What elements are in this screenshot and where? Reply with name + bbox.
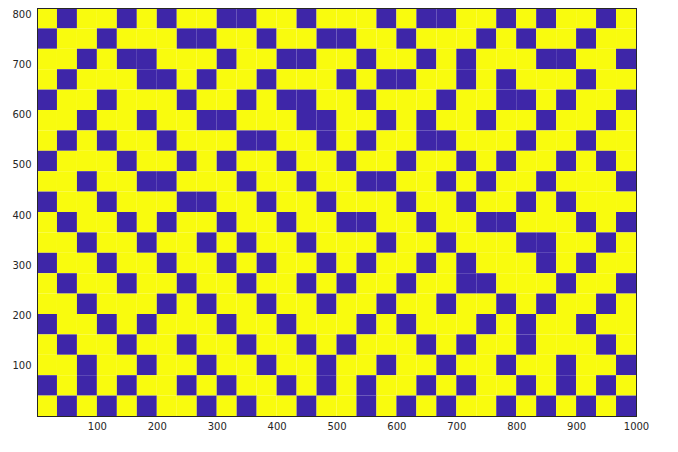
svg-text:400: 400	[12, 210, 31, 221]
svg-text:800: 800	[12, 9, 31, 20]
svg-text:400: 400	[268, 421, 287, 432]
svg-text:600: 600	[12, 109, 31, 120]
svg-text:200: 200	[148, 421, 167, 432]
svg-text:500: 500	[327, 421, 346, 432]
svg-text:100: 100	[12, 360, 31, 371]
svg-text:300: 300	[12, 260, 31, 271]
svg-text:100: 100	[88, 421, 107, 432]
svg-text:300: 300	[208, 421, 227, 432]
svg-text:700: 700	[447, 421, 466, 432]
svg-text:900: 900	[567, 421, 586, 432]
svg-text:800: 800	[507, 421, 526, 432]
svg-text:200: 200	[12, 310, 31, 321]
svg-text:500: 500	[12, 159, 31, 170]
svg-text:700: 700	[12, 59, 31, 70]
svg-text:600: 600	[387, 421, 406, 432]
svg-text:1000: 1000	[624, 421, 649, 432]
